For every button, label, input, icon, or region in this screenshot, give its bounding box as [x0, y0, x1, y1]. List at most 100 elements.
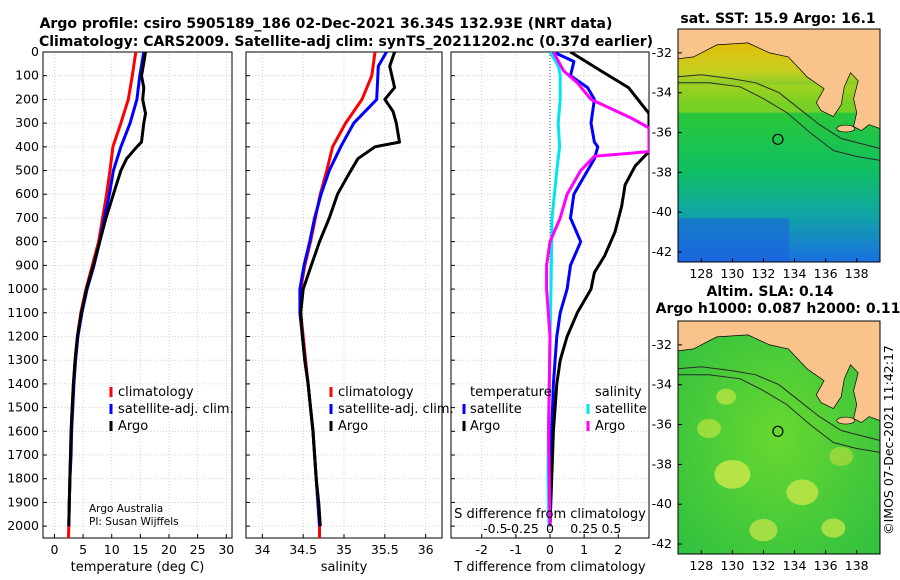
legend-label-argo: Argo [118, 419, 148, 434]
difference-legend: temperature satellite Argo salinity sate… [462, 385, 647, 434]
diff-legend-label-t-argo: Argo [470, 419, 500, 434]
series-line-t-satellite [548, 52, 600, 527]
map-y-tick-label: -42 [652, 536, 672, 551]
y-tick-label: 1600 [7, 423, 39, 438]
x-tick-label: 0 [50, 542, 58, 557]
series-line-argo [299, 52, 401, 527]
map-frame [677, 28, 881, 263]
map-y-tick-label: -36 [652, 125, 672, 140]
land-mass [677, 320, 881, 424]
sla-anomaly-blob [749, 518, 778, 542]
map-x-tick-label: 130 [720, 558, 744, 573]
y-tick-label: 800 [15, 234, 39, 249]
series-line-climatology [299, 52, 377, 538]
sal-legend-label-climatology: climatology [338, 385, 414, 400]
sal-diff-tick-label: -0.25 [507, 521, 539, 536]
x-tick-label: 30 [218, 542, 234, 557]
x-axis-label: salinity [321, 560, 368, 575]
y-tick-label: 700 [15, 210, 39, 225]
x-tick-label: 0 [546, 542, 554, 557]
credit-org: Argo Australia [89, 503, 163, 515]
sla-anomaly-blob [821, 518, 846, 538]
y-tick-label: 200 [15, 91, 39, 106]
map-x-tick-label: 128 [689, 558, 713, 573]
sal-diff-tick-label: 0.25 [570, 521, 598, 536]
map-x-tick-label: 136 [814, 266, 838, 281]
bathymetry-contour [677, 366, 881, 441]
y-tick-label: 1000 [7, 281, 39, 296]
y-tick-label: 1500 [7, 400, 39, 415]
sla-anomaly-blob [786, 479, 819, 506]
diff-legend-title-temperature: temperature [470, 385, 552, 400]
map-frame [677, 320, 881, 555]
sal-legend-label-satellite: satellite-adj. clim. [338, 402, 454, 417]
sla-anomaly-blob [716, 388, 737, 405]
salinity-legend: climatology satellite-adj. clim. Argo [329, 385, 454, 434]
map-x-tick-label: 128 [689, 266, 713, 281]
argo-position-marker [772, 425, 784, 437]
land-mass [677, 28, 881, 132]
y-tick-label: 0 [31, 44, 39, 59]
credit-pi: PI: Susan Wijffels [89, 516, 179, 528]
bathymetry-contour [678, 82, 881, 161]
x-tick-label: 5 [79, 542, 87, 557]
argo-position-marker [772, 133, 784, 145]
map-x-tick-label: 138 [845, 266, 869, 281]
x-tick-label: 34.5 [289, 542, 317, 557]
y-tick-label: 1900 [7, 494, 39, 509]
map-x-tick-label: 138 [845, 558, 869, 573]
temperature-legend: climatology satellite-adj. clim. Argo [109, 385, 234, 434]
y-tick-label: 2000 [7, 518, 39, 533]
x-tick-label: 20 [161, 542, 177, 557]
sla-anomaly-blob [714, 459, 751, 489]
temperature-panel: 0 5 10 15 20 25 300100200300400500600700800900… [7, 44, 234, 575]
sst-map-title: sat. SST: 15.9 Argo: 16.1 [680, 11, 875, 27]
sla-map-title-line2: Argo h1000: 0.087 h2000: 0.11 [656, 301, 900, 317]
imos-footer: ©IMOS 07-Dec-2021 11:42:17 [881, 345, 896, 535]
y-tick-label: 100 [15, 68, 39, 83]
map-y-tick-label: -34 [652, 85, 672, 100]
map-y-tick-label: -36 [652, 417, 672, 432]
y-tick-label: 900 [15, 257, 39, 272]
series-group [298, 52, 401, 538]
x-tick-label: 2 [614, 542, 622, 557]
x-tick-label: -1 [510, 542, 522, 557]
series-group [545, 52, 649, 527]
series-line-t-argo [548, 52, 649, 527]
sla-anomaly-blob [829, 446, 854, 467]
diff-legend-label-s-satellite: satellite [595, 402, 647, 417]
island [836, 124, 856, 133]
y-tick-label: 1100 [7, 305, 39, 320]
map-x-tick-label: 132 [752, 558, 776, 573]
salinity-diff-ticks: -0.5-0.25 0 0.25 0.5 [483, 521, 621, 536]
map-y-tick-label: -38 [652, 164, 672, 179]
y-tick-label: 500 [15, 163, 39, 178]
y-tick-label: 1200 [7, 328, 39, 343]
y-tick-label: 400 [15, 139, 39, 154]
x-tick-label: 10 [104, 542, 120, 557]
figure-title-line2: Climatology: CARS2009. Satellite-adj cli… [39, 34, 653, 50]
diff-legend-label-s-argo: Argo [595, 419, 625, 434]
diff-legend-label-t-satellite: satellite [470, 402, 522, 417]
island [836, 416, 856, 425]
x-tick-label: -2 [475, 542, 487, 557]
x-tick-label: 35 [336, 542, 352, 557]
x-axis-label: temperature (deg C) [71, 560, 205, 575]
difference-panel: -2 -1 0 1 2 T difference from climatology [450, 51, 650, 575]
y-tick-label: 1800 [7, 471, 39, 486]
map-y-tick-label: -32 [652, 337, 672, 352]
x-axis-label: T difference from climatology [453, 560, 646, 575]
sal-legend-label-argo: Argo [338, 419, 368, 434]
map-y-tick-label: -32 [652, 45, 672, 60]
map-x-tick-label: 134 [783, 266, 807, 281]
bathymetry-contour [677, 74, 881, 149]
map-y-tick-label: -38 [652, 456, 672, 471]
series-line-climatology [67, 52, 138, 538]
diff-legend-title-salinity: salinity [595, 385, 642, 400]
diff-top-xlabel: S difference from climatology [454, 507, 646, 522]
x-tick-label: 1 [580, 542, 588, 557]
y-tick-label: 300 [15, 115, 39, 130]
x-tick-label: 36 [418, 542, 434, 557]
bathymetry-contour [678, 374, 881, 453]
